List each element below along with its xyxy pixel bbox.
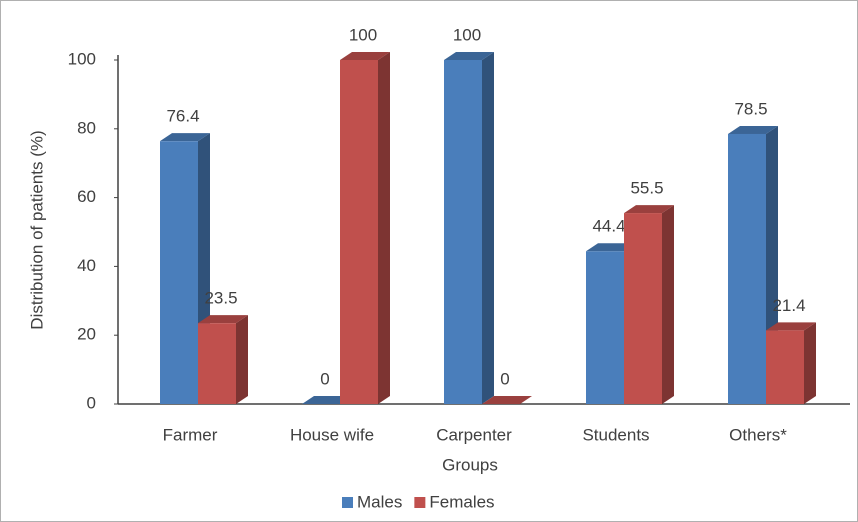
bar-side: [378, 52, 390, 404]
y-axis-label: Distribution of patients (%): [27, 130, 46, 329]
value-label: 0: [320, 369, 329, 388]
bar: [728, 133, 766, 404]
legend-swatch: [342, 497, 353, 508]
bar-top: [766, 322, 816, 331]
bar-side: [236, 315, 248, 404]
y-tick-label: 40: [77, 256, 96, 275]
x-tick-label: Others*: [729, 425, 787, 444]
y-tick-label: 100: [68, 49, 96, 68]
x-axis-label: Groups: [442, 455, 498, 474]
x-tick-label: House wife: [290, 425, 374, 444]
y-tick-label: 60: [77, 187, 96, 206]
bar-top: [586, 243, 636, 252]
value-label: 23.5: [204, 289, 237, 308]
bar: [340, 60, 378, 404]
bar-top: [444, 52, 494, 60]
bar-top: [340, 52, 390, 60]
bar: [586, 251, 624, 404]
y-tick-label: 80: [77, 118, 96, 137]
value-label: 0: [500, 369, 509, 388]
bar-top: [624, 205, 674, 214]
value-label: 100: [453, 25, 481, 44]
value-label: 100: [349, 25, 377, 44]
bar: [198, 323, 236, 404]
bar-top: [482, 396, 532, 404]
value-label: 55.5: [630, 179, 663, 198]
bar: [624, 213, 662, 404]
x-tick-label: Farmer: [163, 425, 218, 444]
bar-side: [482, 52, 494, 404]
x-tick-label: Students: [582, 425, 649, 444]
bar: [160, 141, 198, 404]
x-tick-label: Carpenter: [436, 425, 512, 444]
legend-label: Females: [429, 492, 494, 511]
legend-swatch: [414, 497, 426, 508]
bar-top: [160, 133, 210, 142]
value-label: 76.4: [166, 107, 199, 126]
bar: [444, 60, 482, 404]
value-label: 21.4: [772, 296, 805, 315]
bar-top: [728, 125, 778, 134]
bar-top: [198, 315, 248, 324]
bar-top: [302, 396, 352, 404]
legend-label: Males: [357, 492, 402, 511]
y-tick-label: 20: [77, 325, 96, 344]
bar: [766, 330, 804, 404]
bar-side: [804, 322, 816, 404]
bar-side: [662, 205, 674, 404]
value-label: 44.4: [592, 217, 625, 236]
value-label: 78.5: [734, 99, 767, 118]
y-tick-label: 0: [87, 393, 96, 412]
